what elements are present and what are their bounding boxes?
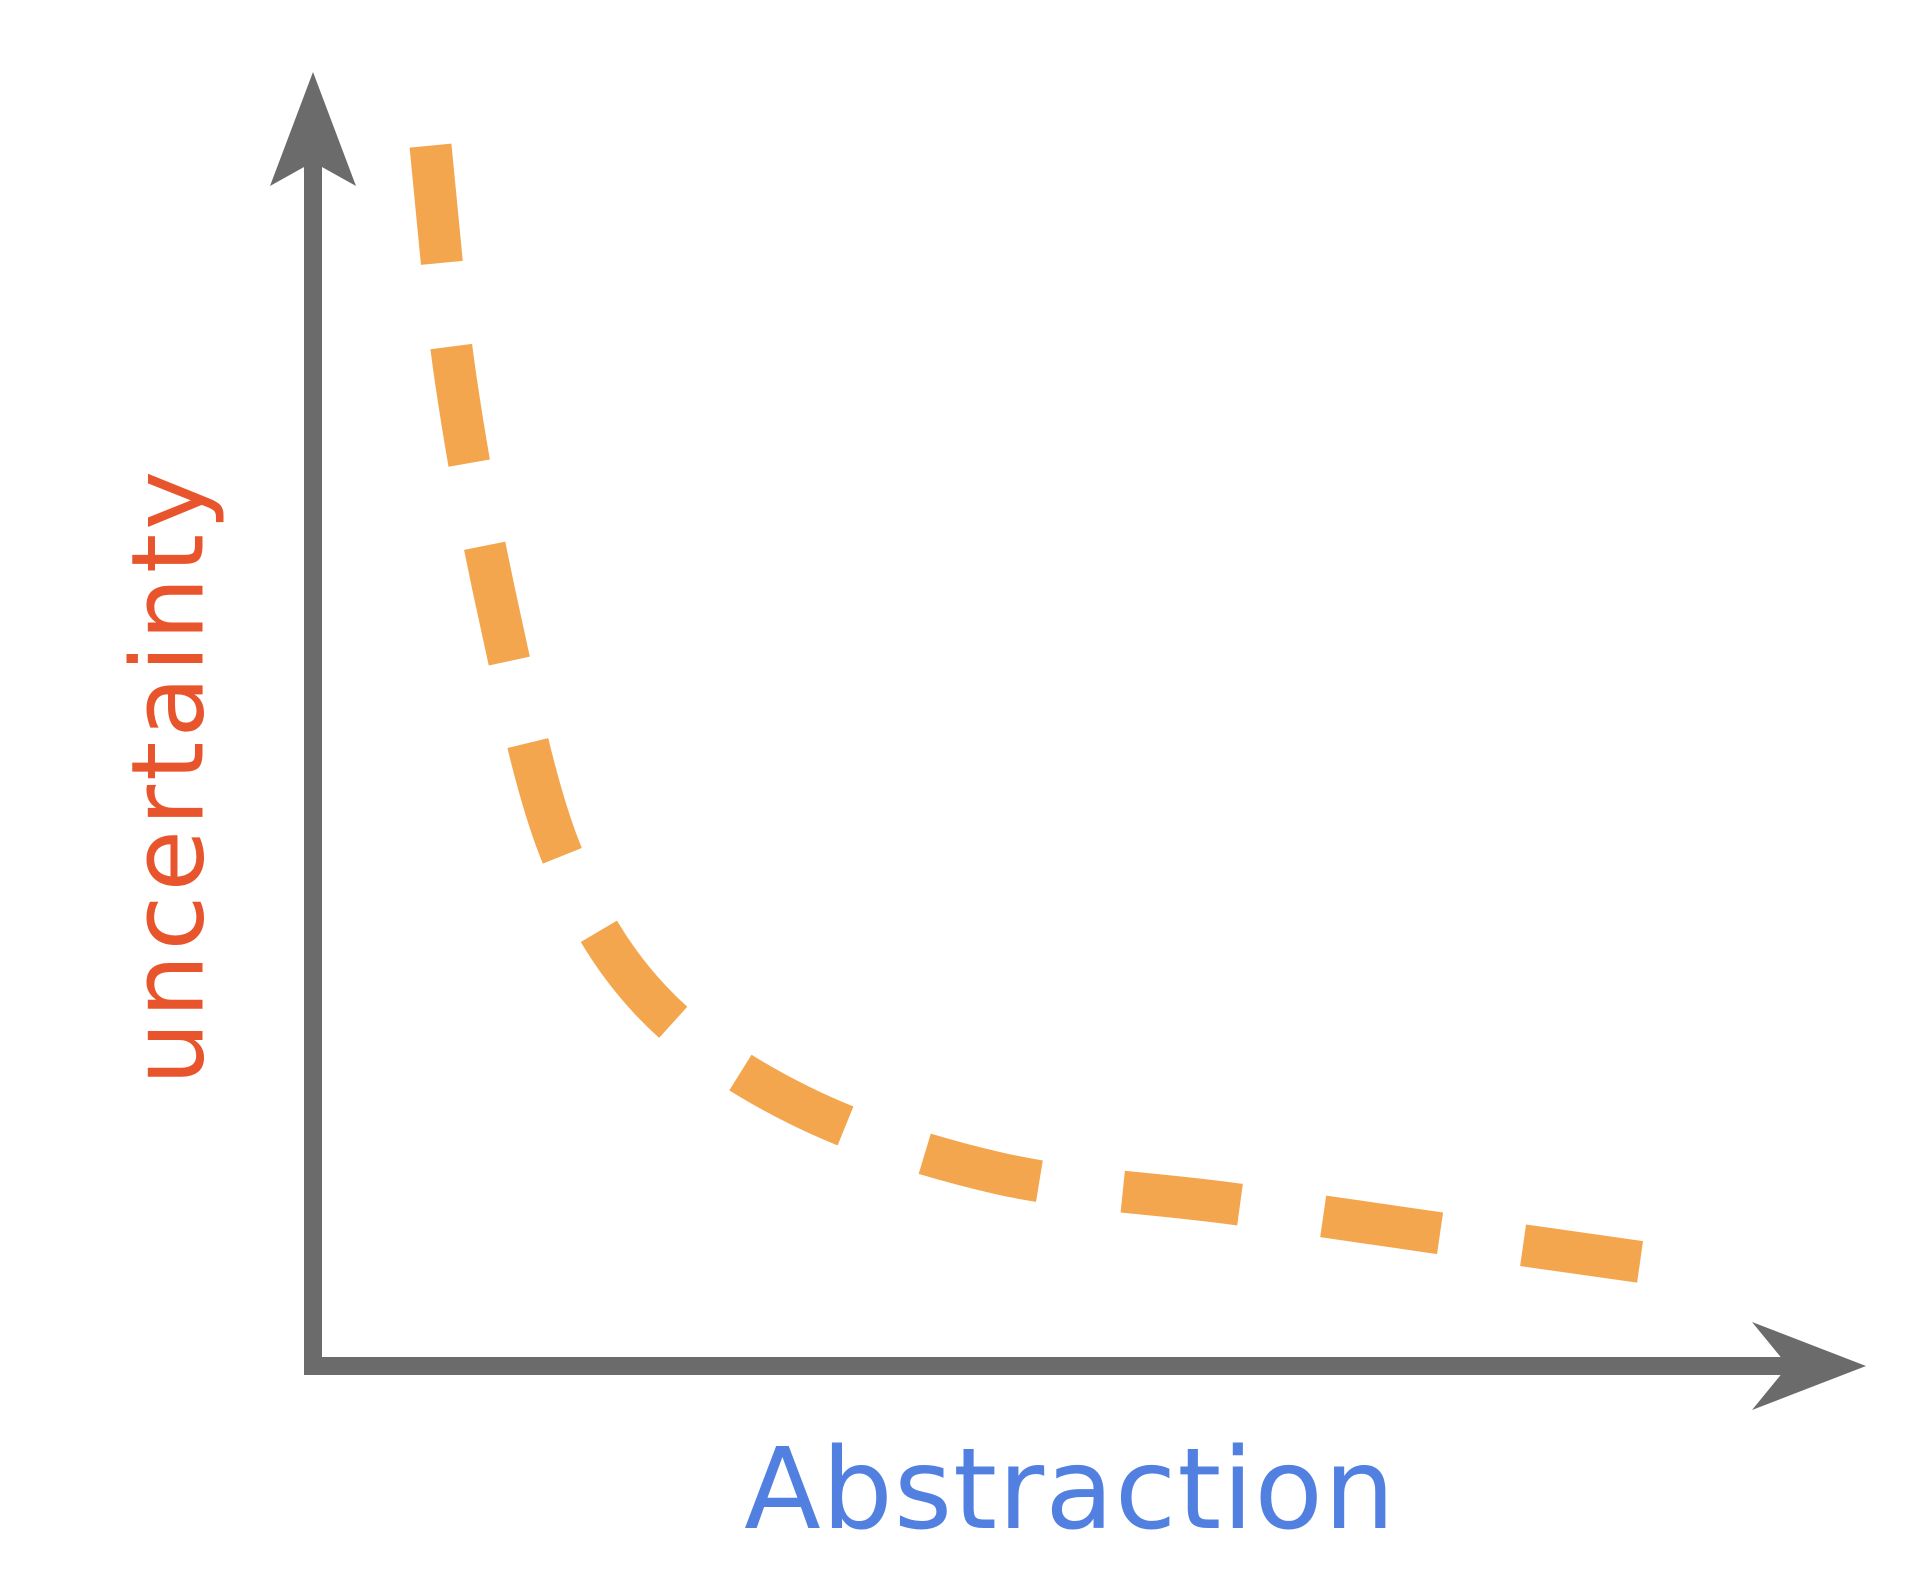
x-axis bbox=[304, 1322, 1866, 1410]
y-axis bbox=[270, 72, 356, 1375]
y-axis-label: uncertainty bbox=[109, 466, 227, 1086]
x-axis-arrowhead-icon bbox=[1752, 1322, 1866, 1410]
y-axis-arrowhead-icon bbox=[270, 72, 356, 186]
uncertainty-curve bbox=[409, 143, 1708, 1292]
x-axis-label: Abstraction bbox=[744, 1425, 1396, 1555]
